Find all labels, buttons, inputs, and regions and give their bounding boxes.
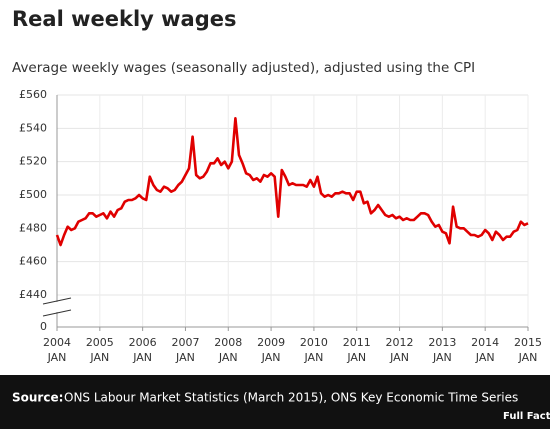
axis-break [42, 309, 72, 317]
x-tick-label: 2015 [514, 336, 542, 349]
x-tick-label: JAN [89, 351, 109, 364]
x-tick-label: JAN [132, 351, 152, 364]
chart-title: Real weekly wages [12, 7, 237, 31]
logo: Full Fact [503, 411, 550, 422]
x-tick-label: JAN [261, 351, 281, 364]
x-tick-label: JAN [218, 351, 238, 364]
y-tick-label: 0 [40, 320, 47, 333]
y-tick-label: £480 [19, 221, 47, 234]
x-tick-label: 2004 [43, 336, 71, 349]
x-tick-label: 2014 [471, 336, 499, 349]
y-tick-label: £460 [19, 255, 47, 268]
footer [0, 375, 550, 429]
axis-break [42, 297, 72, 305]
x-tick-label: 2010 [300, 336, 328, 349]
x-tick-label: JAN [432, 351, 452, 364]
axis-break-gap [54, 302, 60, 312]
data-line [55, 117, 529, 247]
y-tick-label: £540 [19, 121, 47, 134]
x-tick-label: JAN [518, 351, 538, 364]
x-tick-label: JAN [346, 351, 366, 364]
source: ONS Labour Market Statistics (March 2015… [64, 391, 518, 405]
x-tick-label: 2006 [129, 336, 157, 349]
x-tick-label: JAN [475, 351, 495, 364]
x-tick-label: 2013 [428, 336, 456, 349]
x-tick-label: 2011 [343, 336, 371, 349]
source-label: Source: [12, 391, 63, 405]
chart-subtitle: Average weekly wages (seasonally adjuste… [12, 60, 475, 76]
x-tick-label: 2008 [214, 336, 242, 349]
y-tick-label: £520 [19, 155, 47, 168]
y-tick-label: £560 [19, 88, 47, 101]
y-tick-label: £500 [19, 188, 47, 201]
x-tick-label: 2007 [171, 336, 199, 349]
x-tick-label: 2005 [86, 336, 114, 349]
x-tick-label: JAN [304, 351, 324, 364]
x-tick-label: JAN [389, 351, 409, 364]
x-tick-label: JAN [175, 351, 195, 364]
x-tick-label: 2012 [386, 336, 414, 349]
y-tick-label: £440 [19, 288, 47, 301]
x-tick-label: 2009 [257, 336, 285, 349]
x-tick-label: JAN [47, 351, 67, 364]
